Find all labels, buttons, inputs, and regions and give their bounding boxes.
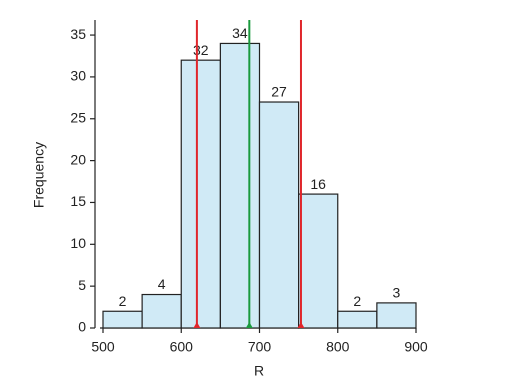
value-label: 27	[271, 84, 287, 100]
y-tick-label: 25	[70, 109, 86, 125]
x-tick-label: 600	[170, 339, 194, 355]
y-tick-label: 35	[70, 26, 86, 42]
x-tick-label: 800	[326, 339, 350, 355]
value-label: 2	[119, 293, 127, 309]
bar	[141, 293, 182, 329]
bar	[376, 302, 417, 329]
y-axis-label: Frequency	[31, 142, 47, 208]
bar	[180, 59, 221, 329]
bar	[219, 42, 261, 329]
y-tick-label: 20	[70, 151, 86, 167]
bar	[102, 310, 143, 329]
y-tick-label: 30	[70, 68, 86, 84]
x-tick-label: 900	[404, 339, 428, 355]
bar	[258, 101, 300, 329]
bar	[298, 193, 339, 329]
value-label: 3	[393, 285, 401, 301]
value-label: 34	[232, 25, 248, 41]
value-label: 4	[158, 276, 166, 292]
bar	[337, 310, 378, 329]
value-label: 2	[353, 293, 361, 309]
x-tick-label: 500	[91, 339, 115, 355]
y-tick-label: 0	[78, 319, 86, 335]
y-tick-label: 10	[70, 235, 86, 251]
x-tick-label: 700	[248, 339, 272, 355]
value-label: 16	[310, 176, 326, 192]
y-tick-label: 5	[78, 277, 86, 293]
y-tick-label: 15	[70, 193, 86, 209]
value-label: 32	[193, 42, 209, 58]
reference-marker	[193, 322, 201, 328]
x-axis-label: R	[254, 363, 264, 379]
reference-marker	[297, 322, 305, 328]
reference-marker	[245, 322, 253, 328]
